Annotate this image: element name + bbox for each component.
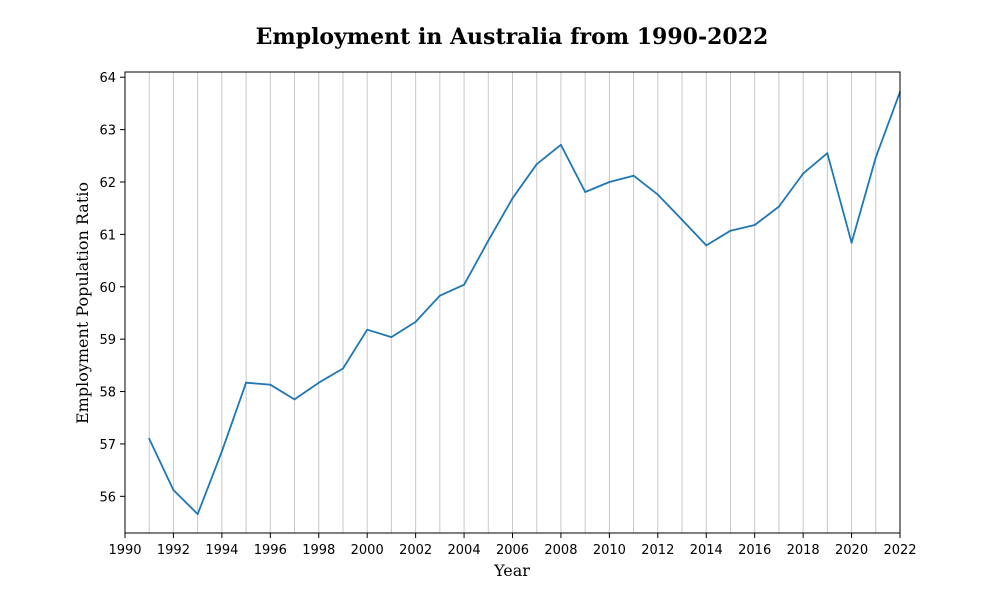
data-point bbox=[608, 181, 611, 183]
data-point bbox=[705, 244, 708, 247]
data-point bbox=[874, 156, 877, 159]
series-layer bbox=[148, 91, 901, 516]
data-point bbox=[560, 143, 562, 146]
data-point bbox=[535, 163, 538, 166]
x-axis-label: Year bbox=[493, 561, 530, 580]
data-point bbox=[511, 197, 514, 200]
data-point bbox=[778, 205, 780, 208]
x-tick-label: 2010 bbox=[593, 543, 626, 558]
data-point bbox=[850, 241, 853, 244]
data-point bbox=[293, 398, 296, 401]
x-tick-label: 2020 bbox=[835, 543, 868, 558]
y-tick-label: 58 bbox=[99, 386, 116, 401]
series-line bbox=[148, 91, 901, 515]
x-tick-label: 2014 bbox=[690, 543, 723, 558]
x-tick-label: 2016 bbox=[738, 543, 771, 558]
x-tick-label: 1994 bbox=[205, 543, 238, 558]
x-tick-label: 2006 bbox=[496, 543, 529, 558]
data-point bbox=[584, 191, 587, 193]
x-tick-label: 1992 bbox=[157, 543, 190, 558]
data-point bbox=[729, 229, 732, 232]
x-tick-label: 1998 bbox=[302, 543, 335, 558]
data-point bbox=[463, 283, 465, 286]
data-point bbox=[656, 193, 659, 196]
y-tick-label: 57 bbox=[99, 438, 116, 453]
x-tick-label: 1996 bbox=[254, 543, 287, 558]
x-tick-label: 2004 bbox=[448, 543, 481, 558]
x-tick-label: 1990 bbox=[108, 543, 141, 558]
data-point bbox=[220, 450, 223, 453]
data-point bbox=[487, 239, 490, 242]
data-point bbox=[317, 381, 320, 384]
y-tick-label: 61 bbox=[99, 228, 116, 243]
chart-title: Employment in Australia from 1990-2022 bbox=[256, 24, 769, 50]
y-tick-label: 56 bbox=[99, 490, 116, 505]
data-point bbox=[342, 367, 344, 370]
data-point bbox=[245, 381, 247, 384]
data-point bbox=[269, 383, 272, 386]
x-tick-label: 2008 bbox=[544, 543, 577, 558]
data-point bbox=[438, 294, 441, 297]
y-tick-label: 60 bbox=[99, 281, 116, 296]
x-tick-label: 2002 bbox=[399, 543, 432, 558]
x-tick-label: 2012 bbox=[641, 543, 674, 558]
data-point bbox=[414, 320, 417, 323]
data-point bbox=[753, 224, 756, 226]
x-tick-label: 2018 bbox=[787, 543, 820, 558]
data-point bbox=[681, 218, 683, 221]
grid-lines bbox=[148, 72, 877, 533]
data-point bbox=[148, 437, 151, 440]
data-point bbox=[826, 152, 829, 155]
x-tick-label: 2022 bbox=[883, 543, 916, 558]
y-tick-label: 64 bbox=[99, 71, 116, 86]
y-tick-label: 63 bbox=[99, 124, 116, 139]
y-tick-label: 62 bbox=[99, 176, 116, 191]
data-point bbox=[632, 174, 635, 177]
x-tick-label: 2000 bbox=[351, 543, 384, 558]
x-axis: 1990 1992 1994 1996 1998 2000 2002 2004 2006 2008… bbox=[108, 533, 917, 558]
data-point bbox=[366, 328, 369, 331]
data-point bbox=[802, 172, 805, 175]
data-point bbox=[172, 489, 175, 491]
y-axis-label: Employment Population Ratio bbox=[73, 182, 92, 424]
data-point bbox=[390, 336, 393, 338]
y-tick-label: 59 bbox=[99, 333, 116, 348]
y-axis: 56 57 58 59 60 61 62 63 64 bbox=[99, 71, 125, 505]
data-point bbox=[196, 513, 199, 516]
